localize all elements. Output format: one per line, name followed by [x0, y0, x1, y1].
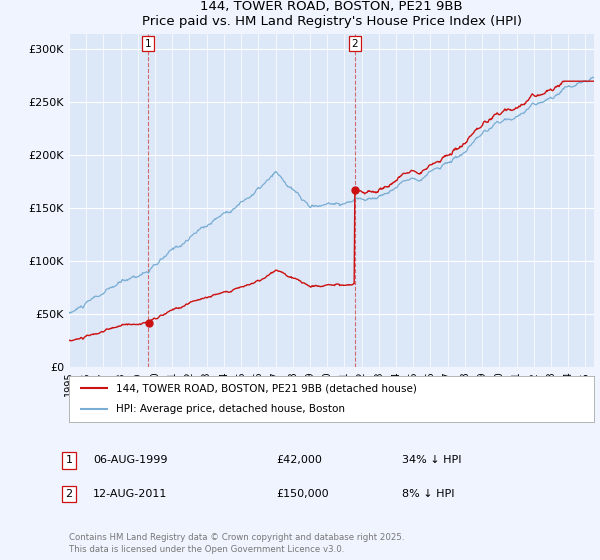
Text: 06-AUG-1999: 06-AUG-1999	[93, 455, 167, 465]
Text: 34% ↓ HPI: 34% ↓ HPI	[402, 455, 461, 465]
Text: 1: 1	[145, 39, 151, 49]
Title: 144, TOWER ROAD, BOSTON, PE21 9BB
Price paid vs. HM Land Registry's House Price : 144, TOWER ROAD, BOSTON, PE21 9BB Price …	[142, 0, 521, 28]
Text: £150,000: £150,000	[276, 489, 329, 499]
Text: 2: 2	[352, 39, 358, 49]
Text: £42,000: £42,000	[276, 455, 322, 465]
Text: 12-AUG-2011: 12-AUG-2011	[93, 489, 167, 499]
Text: Contains HM Land Registry data © Crown copyright and database right 2025.
This d: Contains HM Land Registry data © Crown c…	[69, 533, 404, 554]
Text: 8% ↓ HPI: 8% ↓ HPI	[402, 489, 455, 499]
Text: HPI: Average price, detached house, Boston: HPI: Average price, detached house, Bost…	[116, 404, 345, 414]
Text: 2: 2	[65, 489, 73, 499]
Text: 144, TOWER ROAD, BOSTON, PE21 9BB (detached house): 144, TOWER ROAD, BOSTON, PE21 9BB (detac…	[116, 383, 417, 393]
Text: 1: 1	[65, 455, 73, 465]
